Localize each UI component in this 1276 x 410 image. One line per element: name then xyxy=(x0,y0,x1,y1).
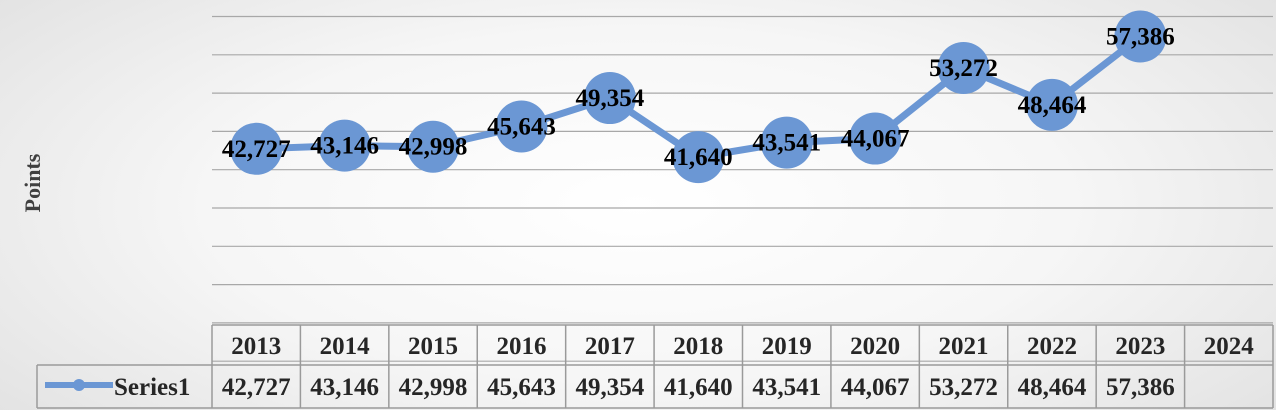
data-point xyxy=(495,100,548,153)
data-point xyxy=(1114,10,1167,63)
table-value: 45,643 xyxy=(487,374,556,401)
table-value: 43,541 xyxy=(752,374,821,401)
x-tick-label: 2014 xyxy=(320,333,371,360)
table-value: 53,272 xyxy=(929,374,998,401)
data-point xyxy=(849,112,902,165)
table-value: 49,354 xyxy=(576,374,645,401)
data-label: 41,640 xyxy=(664,144,733,171)
legend-series-name: Series1 xyxy=(114,374,190,401)
data-label: 43,541 xyxy=(752,130,821,157)
data-label: 42,727 xyxy=(222,136,291,163)
data-point xyxy=(937,42,990,95)
x-tick-label: 2016 xyxy=(496,333,546,360)
x-tick-label: 2022 xyxy=(1027,333,1077,360)
data-label: 53,272 xyxy=(929,55,998,82)
data-label: 48,464 xyxy=(1018,92,1087,119)
x-tick-label: 2015 xyxy=(408,333,458,360)
x-tick-label: 2020 xyxy=(850,333,900,360)
table-value: 41,640 xyxy=(664,374,733,401)
x-tick-label: 2017 xyxy=(585,333,635,360)
table-value: 48,464 xyxy=(1018,374,1087,401)
data-label: 45,643 xyxy=(487,113,556,140)
data-point xyxy=(407,120,460,173)
x-tick-label: 2013 xyxy=(231,333,281,360)
table-value: 42,727 xyxy=(222,374,291,401)
data-table: 2013 42,727 2014 43,146 2015 42,998 2016 45,643… xyxy=(36,324,1274,409)
data-label: 44,067 xyxy=(841,126,910,153)
table-value: 44,067 xyxy=(841,374,910,401)
data-label: 43,146 xyxy=(310,133,379,160)
data-label: 57,386 xyxy=(1106,24,1175,51)
x-tick-label: 2019 xyxy=(762,333,812,360)
data-label: 49,354 xyxy=(576,85,645,112)
legend-marker xyxy=(73,379,85,391)
data-point xyxy=(760,116,813,169)
data-labels: 42,727 43,146 42,998 45,643 49,354 41,640 43,5… xyxy=(222,24,1175,172)
data-point xyxy=(318,119,371,172)
x-tick-label: 2021 xyxy=(939,333,989,360)
x-tick-label: 2018 xyxy=(673,333,723,360)
x-tick-label: 2023 xyxy=(1115,333,1165,360)
x-tick-label: 2024 xyxy=(1204,333,1255,360)
series-layer xyxy=(230,10,1167,184)
table-value: 42,998 xyxy=(399,374,468,401)
y-axis-label: Points xyxy=(20,153,45,212)
table-value: 57,386 xyxy=(1106,374,1175,401)
data-point xyxy=(672,131,725,184)
data-label: 42,998 xyxy=(399,134,468,161)
data-point xyxy=(1025,78,1078,131)
table-value: 43,146 xyxy=(310,374,379,401)
data-point xyxy=(583,72,636,125)
gridlines xyxy=(212,15,1273,362)
data-point xyxy=(230,122,283,175)
